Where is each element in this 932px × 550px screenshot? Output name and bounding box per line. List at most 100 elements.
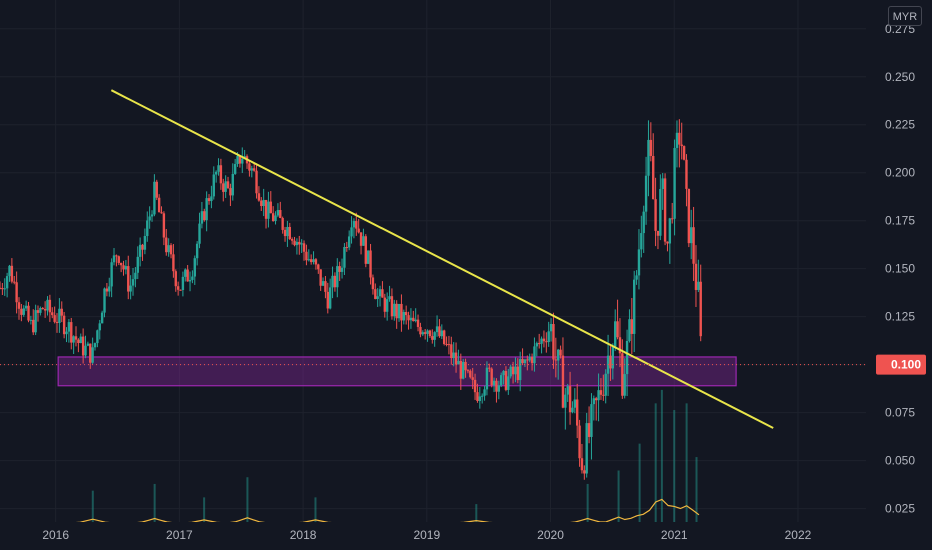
candle [630, 298, 634, 355]
candle [55, 313, 59, 333]
candle-body [599, 390, 603, 395]
candle-body [138, 244, 142, 257]
candle [649, 122, 653, 162]
time-tick-label: 2019 [413, 528, 440, 542]
candle [690, 209, 693, 260]
candle-body [383, 297, 387, 312]
candle [371, 274, 375, 295]
candle-body [480, 395, 484, 397]
candle [319, 269, 322, 291]
candle-body [58, 308, 61, 323]
candle-body [556, 349, 560, 361]
candle [217, 158, 220, 176]
candle-body [124, 266, 128, 270]
candle [414, 308, 417, 323]
candle [326, 282, 329, 314]
candle-body [236, 156, 239, 165]
candle-body [165, 237, 168, 253]
candle-body [20, 308, 23, 315]
candle-body [1, 288, 4, 290]
candle-body [176, 286, 180, 290]
candle [625, 329, 629, 397]
candle-body [623, 374, 626, 396]
candle-body [127, 266, 130, 292]
candle [614, 309, 617, 352]
candle-body [219, 165, 223, 184]
candle [169, 243, 173, 259]
volume-bar [695, 457, 698, 525]
time-tick-label: 2016 [42, 528, 69, 542]
candle-body [485, 367, 489, 390]
candle [573, 388, 577, 414]
candle-body [252, 168, 256, 171]
candle [554, 337, 558, 378]
candle-body [17, 302, 21, 309]
candle-body [146, 220, 149, 237]
candle-body [39, 308, 42, 313]
candle [549, 318, 553, 342]
candle [328, 278, 332, 310]
candle [115, 254, 118, 267]
candle-body [62, 315, 66, 335]
candle-body [483, 389, 486, 396]
candle-body [621, 353, 624, 396]
candle-body [148, 216, 151, 221]
candle-body [290, 239, 294, 241]
candle [276, 203, 280, 218]
candle [129, 275, 132, 300]
candle-body [203, 211, 206, 221]
candle [336, 258, 339, 298]
candle [464, 358, 467, 378]
candle [179, 289, 182, 291]
candle-body [431, 336, 434, 340]
candle [119, 262, 123, 273]
candle [212, 166, 215, 200]
candle-body [317, 264, 320, 270]
candle [200, 201, 204, 229]
candle [438, 319, 441, 338]
price-axis-background [866, 0, 932, 550]
candle [264, 199, 268, 229]
candle [580, 443, 584, 474]
candle [492, 377, 496, 393]
candle-body [205, 198, 208, 221]
candle [395, 300, 398, 329]
candle-body [426, 330, 429, 334]
candle-body [279, 210, 282, 219]
candle [89, 343, 92, 369]
candle [516, 358, 520, 384]
candle-body [150, 214, 154, 217]
candle [471, 367, 474, 390]
currency-badge[interactable]: MYR [888, 6, 922, 26]
candle-body [207, 198, 211, 202]
trendline [110, 89, 774, 429]
candle-body [15, 282, 18, 303]
candle-body [32, 319, 35, 333]
candle [314, 258, 318, 270]
candle-body [469, 370, 472, 378]
candles [0, 119, 702, 480]
candle [15, 271, 18, 314]
price-tick-label: 0.150 [885, 262, 915, 276]
candle [511, 361, 515, 384]
candle-body [393, 303, 396, 317]
candle-body [609, 355, 612, 369]
candle [640, 215, 643, 258]
candle [542, 330, 546, 348]
candle-body [281, 218, 284, 230]
candle-body [618, 337, 622, 354]
candle-body [96, 330, 99, 344]
candle-body [241, 158, 244, 164]
candle [36, 305, 40, 322]
candle [383, 293, 387, 318]
candle-body [647, 139, 650, 176]
candle [134, 267, 137, 288]
candle-body [514, 366, 517, 375]
candle [604, 369, 607, 404]
candle [8, 264, 11, 282]
candle-body [188, 279, 192, 282]
candle-body [22, 308, 25, 315]
candle [390, 288, 394, 320]
candle-body [442, 330, 446, 344]
